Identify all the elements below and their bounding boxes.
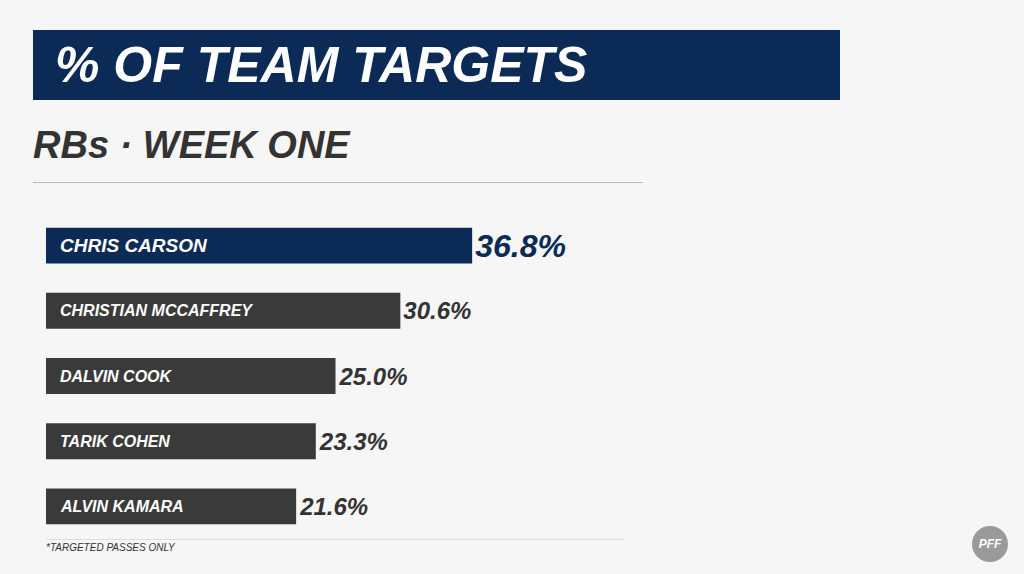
svg-text:CHRIS CARSON: CHRIS CARSON <box>60 235 208 256</box>
svg-text:25.0%: 25.0% <box>339 363 408 390</box>
html-text:% OF TEAM TARGETS: % OF TEAM TARGETS <box>55 37 588 93</box>
html-text:*TARGETED PASSES ONLY: *TARGETED PASSES ONLY <box>46 542 175 553</box>
svg-text:23.3%: 23.3% <box>319 428 388 455</box>
html-text:RBs · WEEK ONE: RBs · WEEK ONE <box>33 124 350 166</box>
svg-text:36.8%: 36.8% <box>475 228 566 264</box>
svg-text:21.6%: 21.6% <box>299 493 368 520</box>
svg-text:ALVIN KAMARA: ALVIN KAMARA <box>60 498 184 515</box>
svg-text:DALVIN COOK: DALVIN COOK <box>60 368 173 385</box>
svg-text:30.6%: 30.6% <box>403 297 471 324</box>
html-text:PFF: PFF <box>978 537 1002 551</box>
svg-text:TARIK COHEN: TARIK COHEN <box>60 433 170 450</box>
svg-text:CHRISTIAN MCCAFFREY: CHRISTIAN MCCAFFREY <box>60 302 253 319</box>
